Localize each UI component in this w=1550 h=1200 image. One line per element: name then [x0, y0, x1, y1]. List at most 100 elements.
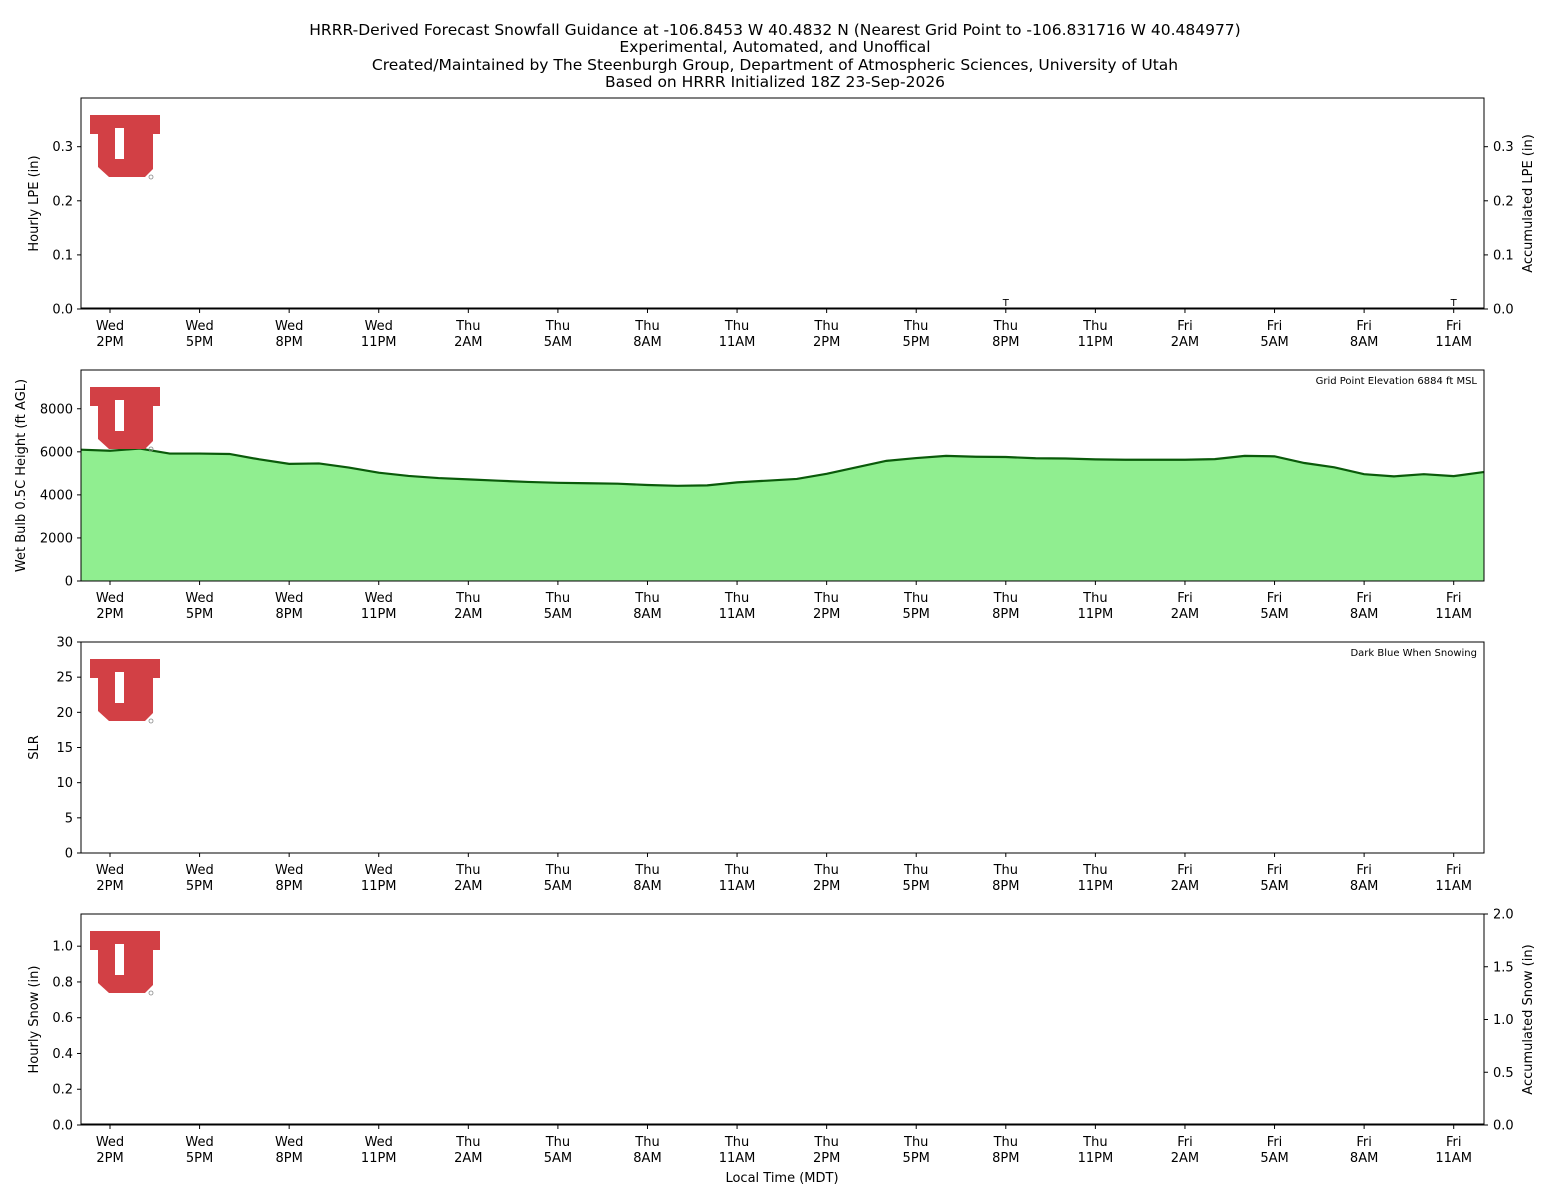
x-tick-time-label: 5AM — [544, 335, 572, 350]
y-tick-label: 0.8 — [52, 975, 73, 990]
x-tick-time-label: 8AM — [1350, 879, 1378, 894]
x-tick-time-label: 8PM — [992, 607, 1019, 622]
title-line-4: Based on HRRR Initialized 18Z 23-Sep-202… — [604, 73, 946, 91]
x-tick-day-label: Thu — [993, 591, 1018, 606]
x-tick-time-label: 2PM — [96, 879, 123, 894]
x-tick-day-label: Thu — [724, 863, 749, 878]
x-tick-day-label: Wed — [275, 863, 303, 878]
x-tick-time-label: 11PM — [1078, 335, 1114, 350]
plot-frame — [80, 97, 1485, 310]
x-tick-time-label: 8PM — [992, 1151, 1019, 1166]
x-tick-time-label: 5PM — [903, 607, 930, 622]
x-tick-day-label: Thu — [903, 863, 928, 878]
x-tick-time-label: 2AM — [1171, 1151, 1199, 1166]
x-tick-day-label: Thu — [903, 1135, 928, 1150]
x-tick-time-label: 5PM — [186, 335, 213, 350]
x-tick-day-label: Thu — [455, 591, 480, 606]
y-tick-label: 0.1 — [52, 248, 73, 263]
x-axis-label: Local Time (MDT) — [725, 1171, 838, 1186]
registered-mark-icon — [148, 174, 154, 180]
x-tick-day-label: Fri — [1446, 591, 1462, 606]
x-tick-time-label: 5AM — [544, 1151, 572, 1166]
x-tick-time-label: 2AM — [1171, 607, 1199, 622]
plot-frame — [80, 369, 1485, 582]
x-tick-day-label: Wed — [365, 319, 393, 334]
y-axis-label: Hourly Snow (in) — [27, 966, 42, 1074]
x-tick-day-label: Thu — [455, 1135, 480, 1150]
title-line-1: HRRR-Derived Forecast Snowfall Guidance … — [309, 21, 1241, 39]
y2-tick-label: 0.3 — [1493, 140, 1514, 155]
x-tick-time-label: 8AM — [633, 607, 661, 622]
y2-tick-label: 0.2 — [1493, 194, 1514, 209]
y-axis-label: SLR — [27, 735, 42, 760]
y-tick-label: 4000 — [40, 488, 73, 503]
x-tick-time-label: 2PM — [96, 607, 123, 622]
x-tick-time-label: 2AM — [454, 879, 482, 894]
plot-frame — [80, 913, 1485, 1126]
x-tick-day-label: Thu — [993, 863, 1018, 878]
x-tick-day-label: Thu — [545, 319, 570, 334]
x-tick-time-label: 8PM — [275, 1151, 302, 1166]
x-tick-time-label: 5AM — [544, 607, 572, 622]
x-tick-day-label: Thu — [545, 591, 570, 606]
x-tick-day-label: Fri — [1446, 1135, 1462, 1150]
x-tick-time-label: 2PM — [813, 879, 840, 894]
x-tick-time-label: 5PM — [903, 1151, 930, 1166]
x-tick-day-label: Thu — [903, 319, 928, 334]
registered-mark-icon — [148, 990, 154, 996]
x-tick-time-label: 2AM — [1171, 879, 1199, 894]
x-tick-day-label: Thu — [1082, 1135, 1107, 1150]
x-tick-time-label: 8AM — [633, 1151, 661, 1166]
panel-1: 0.0 0.1 0.2 0.3 0.0 0.1 0.2 0.3 Hourly LPE (in) A… — [27, 97, 1536, 350]
y-tick-label: 20 — [56, 706, 73, 721]
x-tick-day-label: Wed — [185, 863, 213, 878]
x-tick-day-label: Thu — [634, 591, 659, 606]
y-tick-label: 0.0 — [52, 1119, 73, 1134]
y2-tick-label: 0.1 — [1493, 248, 1514, 263]
x-tick-day-label: Thu — [455, 319, 480, 334]
x-tick-day-label: Wed — [275, 319, 303, 334]
x-tick-day-label: Fri — [1267, 863, 1283, 878]
x-tick-time-label: 2AM — [1171, 335, 1199, 350]
y2-tick-label: 0.0 — [1493, 303, 1514, 318]
x-tick-time-label: 11AM — [1435, 607, 1472, 622]
university-of-utah-logo — [90, 115, 160, 177]
x-tick-day-label: Thu — [813, 1135, 838, 1150]
y-tick-label: 10 — [56, 776, 73, 791]
x-tick-time-label: 11PM — [361, 879, 397, 894]
y2-tick-label: 0.0 — [1493, 1119, 1514, 1134]
x-tick-time-label: 11AM — [719, 1151, 756, 1166]
x-tick-day-label: Wed — [275, 1135, 303, 1150]
x-tick-time-label: 8PM — [992, 335, 1019, 350]
x-tick-time-label: 2PM — [813, 335, 840, 350]
y-tick-label: 0.6 — [52, 1011, 73, 1026]
x-tick-day-label: Fri — [1177, 1135, 1193, 1150]
x-tick-day-label: Wed — [185, 1135, 213, 1150]
x-tick-time-label: 5PM — [186, 607, 213, 622]
x-tick-day-label: Wed — [96, 1135, 124, 1150]
y-tick-label: 25 — [56, 671, 73, 686]
x-tick-day-label: Thu — [813, 591, 838, 606]
x-tick-day-label: Thu — [813, 863, 838, 878]
x-tick-day-label: Thu — [724, 319, 749, 334]
y-tick-label: 1.0 — [52, 940, 73, 955]
x-tick-time-label: 11PM — [361, 1151, 397, 1166]
plot-frame — [80, 641, 1485, 854]
x-tick-time-label: 11AM — [719, 607, 756, 622]
x-tick-time-label: 2PM — [813, 607, 840, 622]
y2-axis-label: Accumulated LPE (in) — [1521, 134, 1536, 273]
title-line-3: Created/Maintained by The Steenburgh Gro… — [371, 56, 1179, 74]
panel-3: 051015202530SLRWed2PMWed5PMWed8PMWed11PM… — [27, 636, 1485, 894]
x-tick-day-label: Thu — [634, 863, 659, 878]
x-tick-day-label: Thu — [1082, 863, 1107, 878]
y-tick-label: 30 — [56, 636, 73, 651]
x-tick-time-label: 11PM — [1078, 879, 1114, 894]
x-tick-day-label: Wed — [365, 863, 393, 878]
x-tick-day-label: Thu — [545, 863, 570, 878]
x-tick-day-label: Fri — [1356, 863, 1372, 878]
x-tick-day-label: Wed — [275, 591, 303, 606]
x-tick-day-label: Thu — [724, 1135, 749, 1150]
panel-annotation: Grid Point Elevation 6884 ft MSL — [1316, 376, 1478, 387]
x-tick-time-label: 5PM — [186, 1151, 213, 1166]
